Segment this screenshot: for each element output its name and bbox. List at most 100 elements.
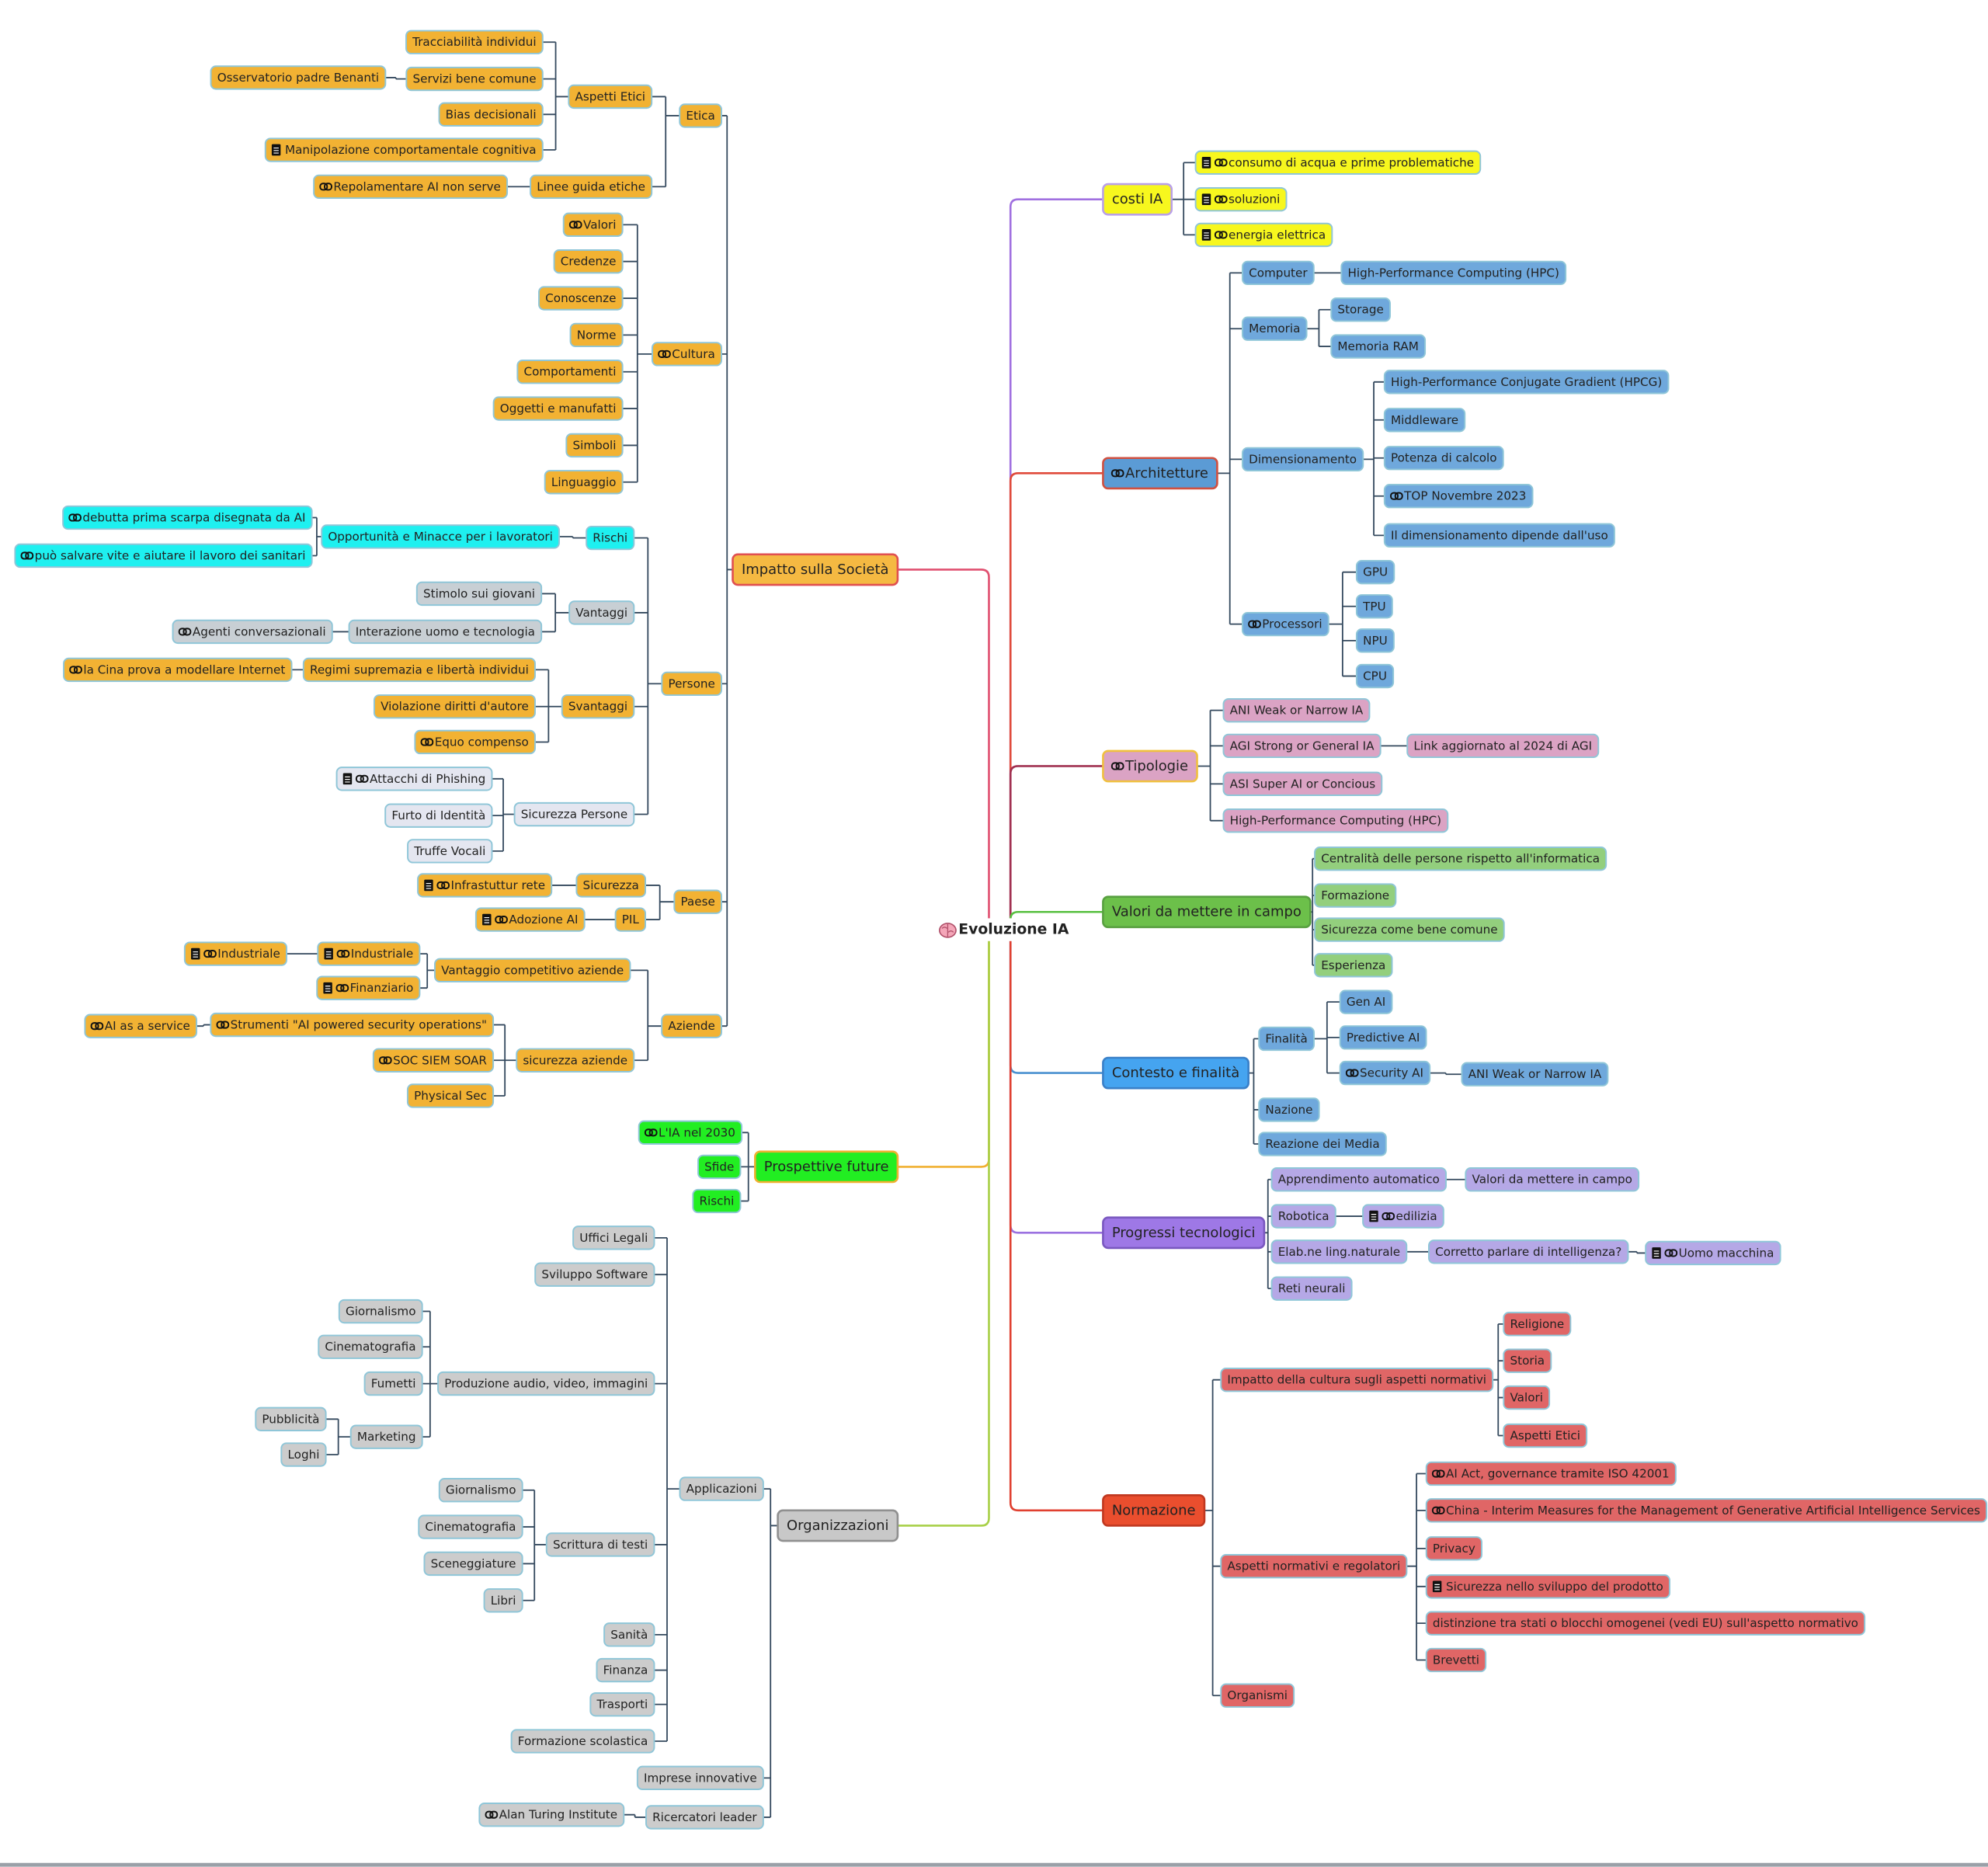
brain-icon-fold <box>941 923 954 937</box>
node-label: Paese <box>680 895 714 909</box>
link-icon <box>69 666 78 674</box>
node-box <box>478 1803 625 1827</box>
node: Computer <box>1242 260 1315 286</box>
node-box <box>1222 733 1382 759</box>
node-label: Organizzazioni <box>787 1518 888 1534</box>
connector <box>522 1489 547 1601</box>
node: Memoria <box>1242 316 1308 341</box>
node: ANI Weak or Narrow IA <box>1222 697 1371 723</box>
node: Manipolazione comportamentale cognitiva <box>264 137 544 162</box>
node-box <box>264 137 544 162</box>
node-label: Architetture <box>1125 465 1208 482</box>
connector <box>622 224 652 483</box>
node-label: Corretto parlare di intelligenza? <box>1435 1245 1621 1259</box>
node: AGI Strong or General IA <box>1222 733 1382 759</box>
node-box <box>1383 523 1615 548</box>
link-icon <box>383 1056 392 1065</box>
nodes: costi IA consumo di acqua e prime problem… <box>14 30 1988 1830</box>
node-box <box>1425 1574 1670 1599</box>
node-label: Sfide <box>704 1159 734 1173</box>
link-icon <box>207 950 217 958</box>
node-box <box>538 286 624 311</box>
main-branch-node: Organizzazioni <box>777 1509 899 1542</box>
node-box <box>1102 895 1312 929</box>
node: Opportunità e Minacce per i lavoratori <box>321 524 560 549</box>
node: Storia <box>1503 1348 1552 1373</box>
node-label: Linee guida etiche <box>537 179 645 193</box>
node-label: Valori da mettere in campo <box>1472 1173 1632 1187</box>
main-branch-node: Valori da mettere in campo <box>1102 895 1312 929</box>
node-label: Cinematografia <box>325 1340 415 1354</box>
node-label: Trasporti <box>596 1698 648 1712</box>
node-label: Giornalismo <box>346 1305 416 1319</box>
node-label: Stimolo sui giovani <box>423 586 535 600</box>
node-box <box>373 694 536 719</box>
node-box <box>1355 628 1395 653</box>
node-box <box>697 1154 742 1180</box>
node-label: Violazione diritti d'autore <box>381 700 529 714</box>
node-box <box>1220 1554 1408 1579</box>
node-label: Sceneggiature <box>431 1556 516 1570</box>
node: Centralità delle persone rispetto all'in… <box>1314 847 1607 871</box>
node-box <box>510 1729 655 1754</box>
connector <box>196 1024 211 1027</box>
branch-connector <box>897 930 990 1527</box>
node: Violazione diritti d'autore <box>373 694 536 719</box>
link-icon <box>1248 620 1257 628</box>
node-box <box>349 1424 423 1449</box>
node: Privacy <box>1425 1536 1482 1561</box>
node-box <box>589 1691 655 1717</box>
node-label: Gen AI <box>1347 995 1385 1009</box>
node: Religione <box>1503 1312 1572 1337</box>
node-box <box>1355 594 1393 619</box>
link-icon <box>662 349 671 358</box>
node-label: Physical Sec <box>414 1089 487 1103</box>
link-icon <box>1214 231 1223 239</box>
node: sicurezza aziende <box>516 1048 635 1073</box>
node-box <box>1428 1239 1629 1264</box>
node-box <box>1425 1611 1866 1636</box>
node-label: Progressi tecnologici <box>1112 1225 1256 1241</box>
node-label: Robotica <box>1278 1209 1329 1223</box>
node-label: Manipolazione comportamentale cognitiva <box>285 143 537 157</box>
link-icon <box>1664 1249 1673 1257</box>
node: Physical Sec <box>406 1083 495 1108</box>
node-label: Vantaggi <box>575 606 627 620</box>
connector <box>542 41 569 151</box>
node: ASI Super AI or Concious <box>1222 771 1383 797</box>
node-box <box>338 1299 423 1324</box>
node-box <box>1102 1493 1206 1527</box>
connector <box>1406 1472 1427 1661</box>
node: Aspetti Etici <box>568 84 653 110</box>
node-label: Infrastuttur rete <box>451 878 546 892</box>
node-box <box>516 360 624 384</box>
node: Robotica <box>1270 1204 1336 1229</box>
connector <box>654 1236 680 1742</box>
node-box <box>407 839 493 864</box>
node-label: Etica <box>686 109 714 123</box>
node-box <box>1194 222 1333 248</box>
link-icon <box>499 915 508 924</box>
node: Loghi <box>280 1442 327 1467</box>
node: Servizi bene comune <box>405 66 544 92</box>
node-label: Attacchi di Phishing <box>370 772 485 786</box>
link-icon <box>335 984 345 993</box>
connector <box>1171 162 1196 236</box>
connector <box>1363 381 1385 537</box>
main-branch-node: Impatto sulla Società <box>732 553 899 586</box>
node-box <box>651 342 722 367</box>
node: Uomo macchina <box>1645 1240 1781 1266</box>
node-label: Apprendimento automatico <box>1278 1173 1440 1187</box>
node: Corretto parlare di intelligenza? <box>1428 1239 1629 1264</box>
doc-icon <box>191 947 200 960</box>
node-box <box>318 1334 423 1359</box>
node-label: Persone <box>668 676 714 690</box>
node-box <box>1242 611 1329 637</box>
link-icon <box>25 551 34 560</box>
node: Sfide <box>697 1154 742 1180</box>
doc-icon <box>424 879 433 892</box>
node-box <box>302 657 536 683</box>
node: SOC SIEM SOAR <box>372 1048 495 1073</box>
node: Storage <box>1330 297 1391 322</box>
